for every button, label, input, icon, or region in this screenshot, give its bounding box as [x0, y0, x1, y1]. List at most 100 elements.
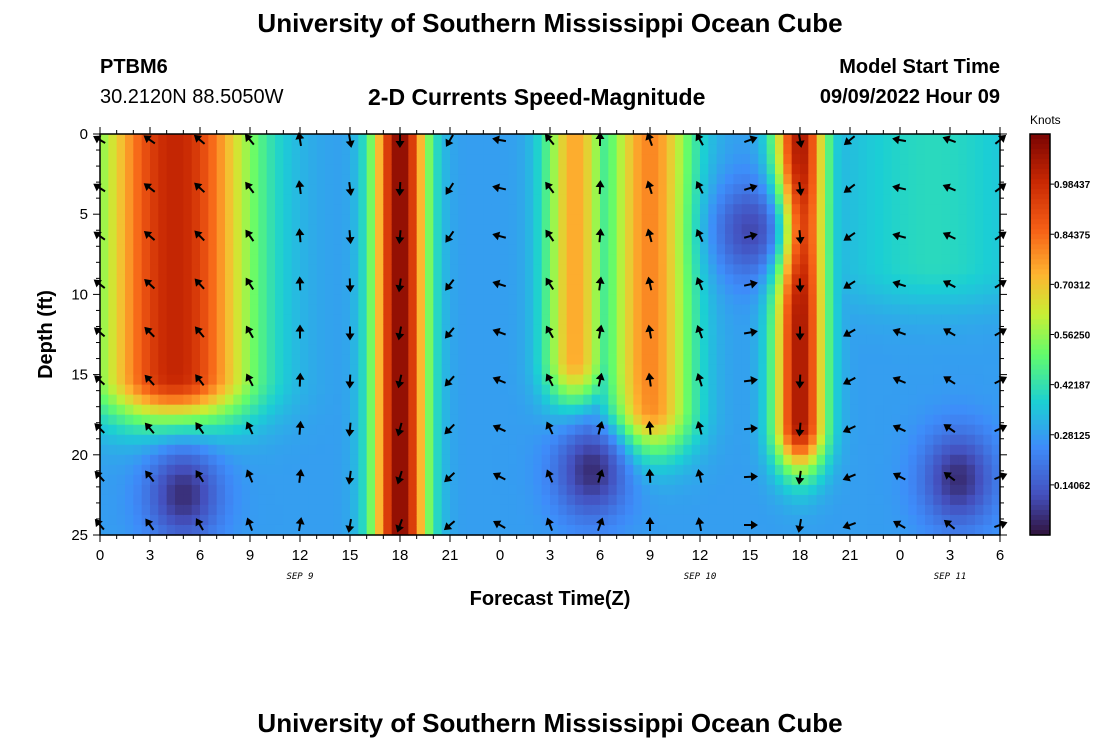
heatmap-cell [150, 154, 159, 165]
heatmap-cell [333, 134, 343, 145]
heatmap-cell [158, 294, 168, 306]
heatmap-cell [125, 524, 134, 536]
heatmap-cell [875, 154, 884, 165]
heatmap-cell [500, 284, 509, 296]
heatmap-cell [475, 494, 484, 506]
date-label: SEP 11 [934, 572, 967, 582]
heatmap-cell [541, 264, 551, 275]
heatmap-cell [375, 474, 384, 486]
heatmap-cell [258, 374, 268, 386]
heatmap-cell [816, 194, 826, 205]
heatmap-cell [458, 464, 468, 476]
current-arrow [695, 324, 704, 339]
heatmap-cell [466, 524, 476, 536]
heatmap-cell [866, 364, 876, 376]
heatmap-cell [941, 304, 951, 316]
heatmap-cell [300, 164, 309, 175]
heatmap-cell [100, 174, 109, 185]
heatmap-cell [966, 394, 976, 406]
heatmap-cell [683, 494, 693, 506]
heatmap-cell [200, 254, 209, 265]
heatmap-cell [758, 494, 768, 506]
heatmap-cell [725, 414, 734, 426]
heatmap-cell [166, 144, 176, 155]
heatmap-cell [775, 284, 784, 296]
heatmap-cell [375, 404, 384, 416]
heatmap-cell [225, 494, 234, 506]
heatmap-cell [550, 264, 559, 275]
heatmap-cell [908, 244, 918, 255]
heatmap-cell [675, 394, 684, 406]
heatmap-cell [141, 204, 151, 215]
heatmap-cell [825, 364, 834, 376]
heatmap-cell [825, 154, 834, 165]
heatmap-cell [766, 334, 776, 346]
colorbar-segment [1030, 429, 1050, 436]
heatmap-cell [708, 484, 718, 496]
heatmap-cell [941, 444, 951, 456]
heatmap-cell [250, 434, 259, 446]
heatmap-cell [491, 414, 501, 426]
colorbar-segment [1030, 239, 1050, 245]
heatmap-cell [641, 184, 651, 195]
heatmap-cell [416, 134, 426, 145]
heatmap-cell [916, 214, 926, 225]
heatmap-cell [200, 364, 209, 376]
heatmap-cell [983, 474, 993, 486]
heatmap-cell [216, 154, 226, 165]
heatmap-cell [250, 424, 259, 436]
heatmap-cell [216, 164, 226, 175]
heatmap-cell [850, 344, 859, 356]
heatmap-cell [850, 394, 859, 406]
heatmap-cell [458, 514, 468, 526]
heatmap-cell [208, 384, 218, 396]
heatmap-cell [708, 154, 718, 165]
heatmap-cell [500, 274, 509, 285]
heatmap-cell [183, 174, 193, 185]
heatmap-cell [466, 434, 476, 446]
heatmap-cell [375, 334, 384, 346]
heatmap-cell [800, 254, 809, 265]
heatmap-cell [491, 194, 501, 205]
heatmap-cell [333, 504, 343, 516]
colorbar-segment [1030, 439, 1050, 446]
heatmap-cell [375, 354, 384, 366]
heatmap-cell [633, 364, 643, 376]
heatmap-cell [166, 464, 176, 476]
heatmap-cell [433, 444, 443, 456]
heatmap-cell [458, 324, 468, 336]
heatmap-cell [475, 474, 484, 486]
heatmap-cell [375, 214, 384, 225]
heatmap-cell [658, 354, 668, 366]
current-arrow [842, 521, 856, 530]
heatmap-cell [275, 344, 284, 356]
heatmap-cell [416, 224, 426, 235]
heatmap-cell [616, 394, 626, 406]
heatmap-cell [916, 484, 926, 496]
heatmap-cell [741, 234, 751, 245]
heatmap-cell [341, 284, 351, 296]
heatmap-cell [416, 164, 426, 175]
heatmap-cell [808, 504, 818, 516]
heatmap-cell [583, 424, 593, 436]
heatmap-cell [200, 464, 209, 476]
heatmap-cell [383, 214, 393, 225]
current-arrow [795, 326, 805, 341]
heatmap-cell [933, 484, 943, 496]
heatmap-cell [333, 414, 343, 426]
heatmap-cell [416, 484, 426, 496]
heatmap-cell [450, 414, 459, 426]
heatmap-cell [933, 374, 943, 386]
heatmap-cell [650, 494, 659, 506]
heatmap-cell [725, 234, 734, 245]
heatmap-cell [233, 434, 243, 446]
y-tick-label: 0 [80, 126, 88, 143]
heatmap-cell [775, 494, 784, 506]
heatmap-cell [975, 154, 984, 165]
heatmap-cell [658, 484, 668, 496]
heatmap-cell [733, 184, 743, 195]
heatmap-cell [150, 464, 159, 476]
heatmap-cell [341, 204, 351, 215]
heatmap-cell [316, 434, 326, 446]
heatmap-cell [466, 164, 476, 175]
